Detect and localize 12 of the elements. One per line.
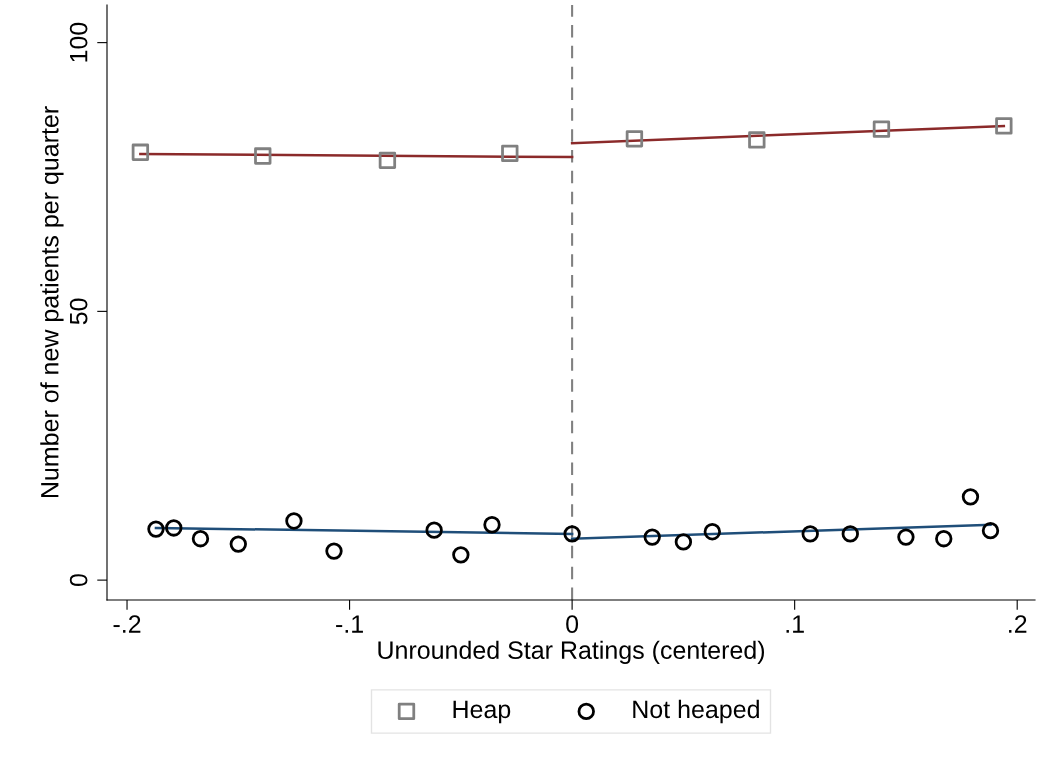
legend-label: Not heaped [633,699,759,724]
x-tick-label: -.1 [336,615,363,633]
x-axis-title: Unrounded Star Ratings (centered) [378,640,765,664]
y-tick-label: 50 [69,298,88,325]
legend-label: Heap [453,700,511,724]
x-tick-label: .1 [786,615,804,633]
y-tick-label: 100 [69,22,88,62]
x-tick-label: -.2 [113,615,141,633]
y-tick-label: 0 [69,574,88,587]
x-tick-label: .2 [1009,615,1027,633]
y-axis-title: Number of new patients per quarter [40,106,64,498]
x-tick-label: 0 [566,615,579,633]
